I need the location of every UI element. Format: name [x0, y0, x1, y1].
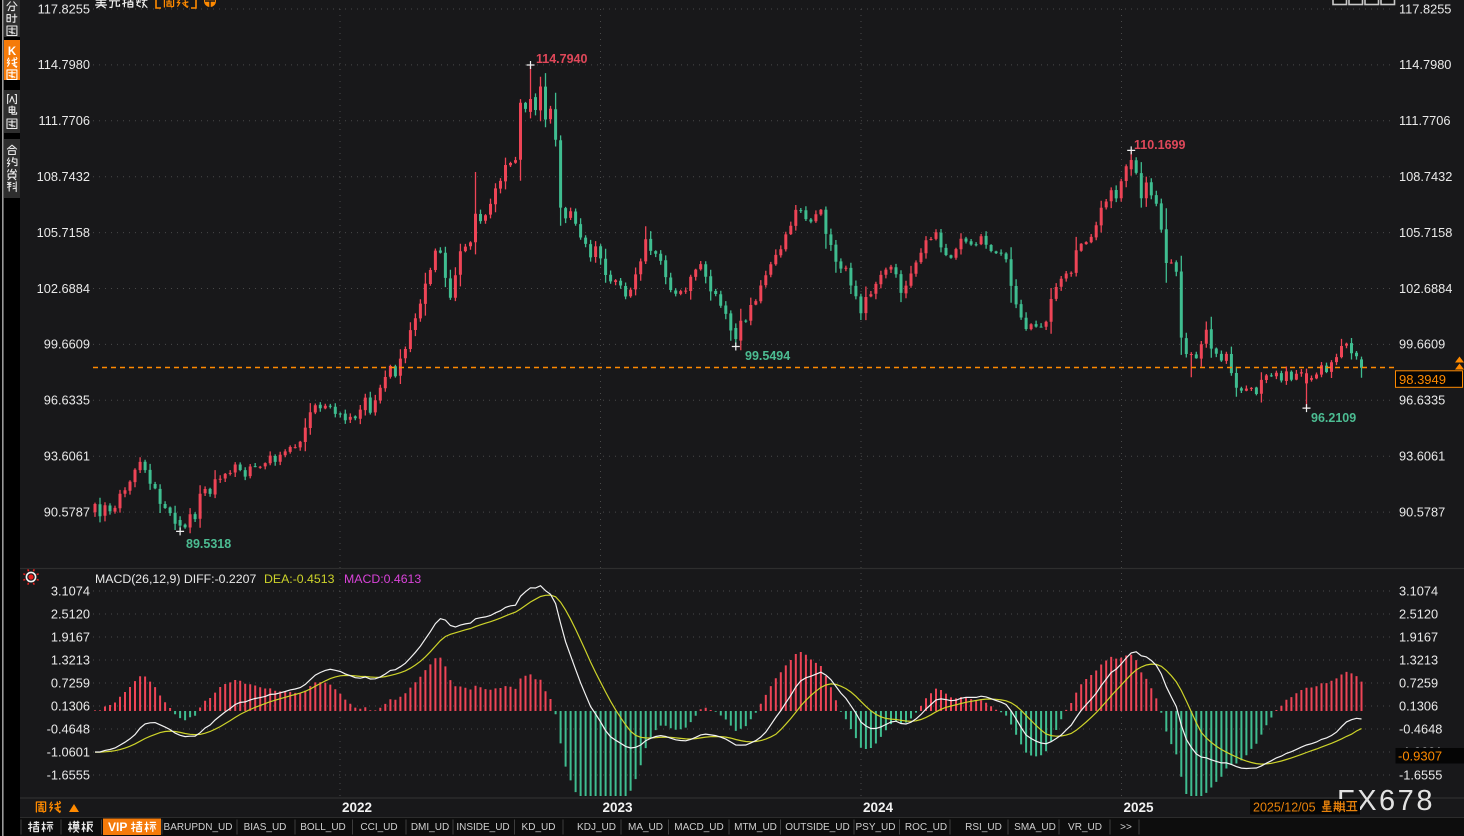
svg-text:0.1306: 0.1306	[1399, 698, 1438, 713]
svg-text:-1.6555: -1.6555	[47, 767, 90, 782]
svg-text:-0.9307: -0.9307	[1398, 749, 1442, 764]
svg-text:111.7706: 111.7706	[39, 113, 90, 128]
svg-text:-0.4648: -0.4648	[47, 721, 90, 736]
svg-text:99.5494: 99.5494	[745, 349, 790, 363]
svg-text:0.7259: 0.7259	[51, 675, 90, 690]
svg-text:90.5787: 90.5787	[44, 504, 90, 519]
svg-text:SMA_UD: SMA_UD	[1014, 822, 1056, 833]
svg-text:RSI_UD: RSI_UD	[965, 822, 1002, 833]
svg-text:114.7980: 114.7980	[38, 57, 90, 72]
svg-text:INSIDE_UD: INSIDE_UD	[456, 822, 509, 833]
svg-text:-1.6555: -1.6555	[1399, 767, 1442, 782]
svg-text:2.5120: 2.5120	[51, 606, 90, 621]
svg-text:96.6335: 96.6335	[1399, 393, 1445, 408]
svg-text:1.9167: 1.9167	[51, 629, 90, 644]
svg-text:KD_UD: KD_UD	[522, 822, 556, 833]
svg-text:ROC_UD: ROC_UD	[905, 822, 947, 833]
svg-text:3.1074: 3.1074	[51, 583, 90, 598]
svg-text:MA_UD: MA_UD	[628, 822, 663, 833]
svg-text:108.7432: 108.7432	[37, 169, 90, 184]
svg-text:VR_UD: VR_UD	[1068, 822, 1102, 833]
svg-text:K: K	[8, 46, 17, 58]
svg-text:>>: >>	[1120, 822, 1132, 833]
svg-text:CCI_UD: CCI_UD	[360, 822, 397, 833]
svg-text:3.1074: 3.1074	[1399, 583, 1438, 598]
svg-text:MACD_UD: MACD_UD	[674, 822, 723, 833]
svg-text:KDJ_UD: KDJ_UD	[577, 822, 616, 833]
svg-text:0.7259: 0.7259	[1399, 675, 1438, 690]
svg-text:99.6609: 99.6609	[44, 337, 90, 352]
svg-text:110.1699: 110.1699	[1134, 138, 1185, 152]
svg-text:93.6061: 93.6061	[44, 449, 90, 464]
svg-text:114.7980: 114.7980	[1399, 57, 1451, 72]
svg-text:89.5318: 89.5318	[186, 537, 231, 551]
svg-text:96.2109: 96.2109	[1311, 411, 1356, 425]
svg-text:MTM_UD: MTM_UD	[734, 822, 777, 833]
svg-text:BARUPDN_UD: BARUPDN_UD	[164, 822, 233, 833]
svg-text:99.6609: 99.6609	[1399, 337, 1445, 352]
svg-text:1.9167: 1.9167	[1399, 629, 1438, 644]
svg-text:DEA:-0.4513: DEA:-0.4513	[264, 572, 335, 586]
svg-text:BIAS_UD: BIAS_UD	[244, 822, 287, 833]
svg-text:105.7158: 105.7158	[37, 225, 90, 240]
svg-text:0.1306: 0.1306	[51, 698, 90, 713]
svg-text:2022: 2022	[342, 800, 372, 815]
svg-text:1.3213: 1.3213	[51, 652, 90, 667]
svg-text:2025: 2025	[1124, 800, 1155, 815]
svg-text:MACD:0.4613: MACD:0.4613	[344, 572, 421, 586]
svg-text:102.6884: 102.6884	[37, 281, 90, 296]
svg-text:117.8255: 117.8255	[38, 1, 90, 16]
svg-text:2.5120: 2.5120	[1399, 606, 1438, 621]
svg-text:PSY_UD: PSY_UD	[855, 822, 895, 833]
svg-text:OUTSIDE_UD: OUTSIDE_UD	[785, 822, 849, 833]
svg-text:VIP: VIP	[108, 820, 127, 834]
svg-text:93.6061: 93.6061	[1399, 449, 1445, 464]
svg-text:2025/12/05: 2025/12/05	[1253, 801, 1316, 815]
svg-text:-0.4648: -0.4648	[1399, 721, 1442, 736]
svg-text:117.8255: 117.8255	[1399, 1, 1451, 16]
svg-text:1.3213: 1.3213	[1399, 652, 1438, 667]
svg-text:102.6884: 102.6884	[1399, 281, 1452, 296]
svg-text:90.5787: 90.5787	[1399, 504, 1445, 519]
svg-text:BOLL_UD: BOLL_UD	[300, 822, 346, 833]
svg-text:111.7706: 111.7706	[1399, 113, 1450, 128]
svg-text:MACD(26,12,9) DIFF:-0.2207: MACD(26,12,9) DIFF:-0.2207	[95, 572, 256, 586]
svg-text:96.6335: 96.6335	[44, 393, 90, 408]
svg-text:98.3949: 98.3949	[1399, 372, 1446, 387]
svg-text:2023: 2023	[603, 800, 634, 815]
svg-text:114.7940: 114.7940	[536, 52, 587, 66]
svg-text:-1.0601: -1.0601	[47, 744, 90, 759]
svg-text:2024: 2024	[863, 800, 894, 815]
svg-text:DMI_UD: DMI_UD	[411, 822, 449, 833]
svg-text:105.7158: 105.7158	[1399, 225, 1452, 240]
svg-text:108.7432: 108.7432	[1399, 169, 1452, 184]
